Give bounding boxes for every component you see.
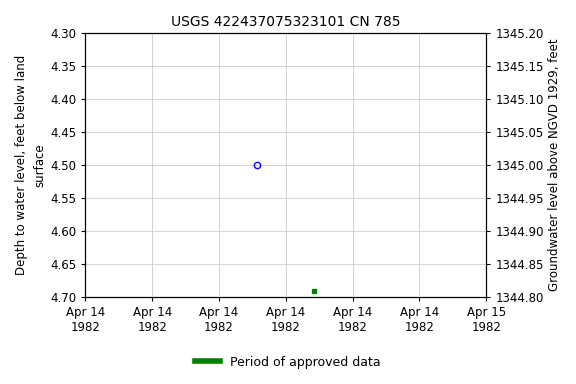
Y-axis label: Groundwater level above NGVD 1929, feet: Groundwater level above NGVD 1929, feet <box>548 39 561 291</box>
Legend: Period of approved data: Period of approved data <box>190 351 386 374</box>
Y-axis label: Depth to water level, feet below land
surface: Depth to water level, feet below land su… <box>15 55 46 275</box>
Title: USGS 422437075323101 CN 785: USGS 422437075323101 CN 785 <box>171 15 400 29</box>
